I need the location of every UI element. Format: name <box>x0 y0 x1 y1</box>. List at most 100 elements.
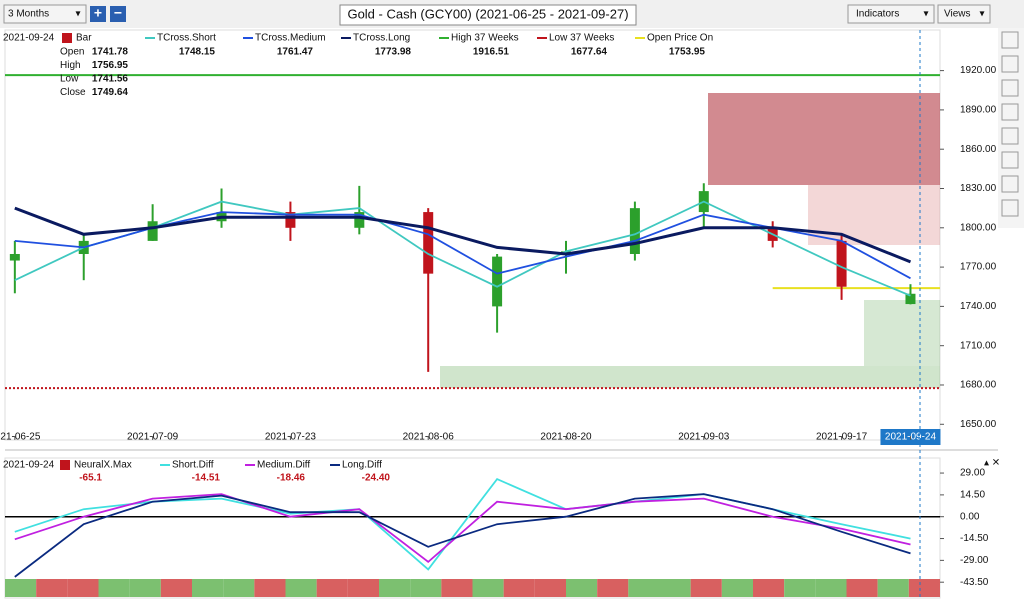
series-line <box>14 493 911 578</box>
resistance-zone <box>808 185 940 245</box>
signal-cell <box>690 579 722 597</box>
y-tick-label: 1770.00 <box>960 262 997 273</box>
tool-delete[interactable] <box>1001 199 1019 217</box>
candle-body <box>285 212 296 228</box>
y-tick-label: 1860.00 <box>960 144 997 155</box>
range-select[interactable] <box>3 4 87 24</box>
legend-value: -24.40 <box>362 473 391 484</box>
y-tick-label: 1650.00 <box>960 419 997 430</box>
support-zone <box>864 300 940 366</box>
legend-name: TCross.Short <box>157 33 216 44</box>
legend-name: Medium.Diff <box>257 460 310 471</box>
support-zone <box>440 366 940 388</box>
y-tick-label: 1920.00 <box>960 65 997 76</box>
signal-cell <box>503 579 535 597</box>
tool-hline[interactable] <box>1001 79 1019 97</box>
signal-cell <box>379 579 411 597</box>
signal-cell <box>753 579 785 597</box>
tool-vline[interactable] <box>1001 55 1019 73</box>
legend-name: Open Price On <box>647 33 713 44</box>
signal-cell <box>192 579 224 597</box>
signal-cell <box>36 579 68 597</box>
signal-cell <box>877 579 909 597</box>
signal-cell <box>441 579 473 597</box>
tool-pen[interactable] <box>1001 127 1019 145</box>
signal-cell <box>659 579 691 597</box>
signal-cell <box>908 579 940 597</box>
signal-cell <box>285 579 317 597</box>
legend-date: 2021-09-24 <box>3 33 55 44</box>
tool-snap[interactable] <box>1001 175 1019 193</box>
panel-controls[interactable]: ▴ ✕ <box>984 458 1000 469</box>
ohlc-value: 1741.56 <box>92 74 129 85</box>
y-tick-label: 1800.00 <box>960 222 997 233</box>
x-tick-label: 2021-09-03 <box>678 432 730 443</box>
legend-name: Short.Diff <box>172 460 214 471</box>
x-tick-label: 2021-09-17 <box>816 432 868 443</box>
legend-value: 1753.95 <box>669 47 706 58</box>
tool-arrow[interactable] <box>1001 103 1019 121</box>
y-tick-label: 1680.00 <box>960 380 997 391</box>
y-tick-label: 14.50 <box>960 490 985 501</box>
legend-value: 1773.98 <box>375 47 412 58</box>
dropdown-arrow: ▾ <box>979 9 984 20</box>
zoom-out-button[interactable] <box>110 6 126 22</box>
legend-name: High 37 Weeks <box>451 33 519 44</box>
signal-cell <box>472 579 504 597</box>
signal-cell <box>721 579 753 597</box>
legend-value: -14.51 <box>192 473 221 484</box>
chart-title: Gold - Cash (GCY00) (2021-06-25 - 2021-0… <box>347 6 628 21</box>
legend-value: 1761.47 <box>277 47 314 58</box>
candle-body <box>354 212 365 228</box>
range-label: 3 Months <box>8 9 49 20</box>
tool-fib[interactable] <box>1001 151 1019 169</box>
indicators-button[interactable] <box>847 4 935 24</box>
ohlc-value: 1756.95 <box>92 60 129 71</box>
resistance-zone <box>708 93 940 185</box>
signal-cell <box>566 579 598 597</box>
legend-name: TCross.Medium <box>255 33 326 44</box>
signal-cell <box>815 579 847 597</box>
candle-body <box>905 293 916 305</box>
x-tick-label: 2021-08-20 <box>540 432 592 443</box>
tool-line[interactable] <box>1001 31 1019 49</box>
y-tick-label: -29.00 <box>960 555 989 566</box>
x-tick-label: 2021-06-25 <box>0 432 41 443</box>
title-box <box>339 4 637 26</box>
signal-cell <box>347 579 379 597</box>
zoom-in-button[interactable] <box>90 6 106 22</box>
series-line <box>14 206 912 264</box>
y-tick-label: 0.00 <box>960 511 980 522</box>
side-tools <box>1001 31 1019 217</box>
ohlc-value: 1741.78 <box>92 47 129 58</box>
ohlc-label: Low <box>60 74 79 85</box>
indicator-icon <box>60 460 70 470</box>
legend-name: NeuralX.Max <box>74 460 132 471</box>
signal-cell <box>160 579 192 597</box>
legend-value: -18.46 <box>277 473 306 484</box>
signal-cell <box>597 579 629 597</box>
ohlc-label: Close <box>60 87 86 98</box>
bar-icon <box>62 33 72 43</box>
signal-cell <box>316 579 348 597</box>
signal-cell <box>98 579 130 597</box>
candle-body <box>9 253 20 261</box>
price-panel <box>4 29 941 441</box>
views-button[interactable] <box>937 4 991 24</box>
ohlc-value: 1749.64 <box>92 87 129 98</box>
legend-date: 2021-09-24 <box>3 460 55 471</box>
signal-cell <box>223 579 255 597</box>
dropdown-arrow: ▾ <box>923 9 928 20</box>
legend-value: 1748.15 <box>179 47 216 58</box>
signal-cell <box>410 579 442 597</box>
y-tick-label: 1740.00 <box>960 301 997 312</box>
y-tick-label: 1710.00 <box>960 340 997 351</box>
legend-name: Low 37 Weeks <box>549 33 614 44</box>
signal-cell <box>784 579 816 597</box>
ohlc-label: Open <box>60 47 84 58</box>
signal-cell <box>67 579 99 597</box>
candle-body <box>836 240 847 287</box>
signal-cell <box>846 579 878 597</box>
legend-bar: Bar <box>76 33 92 44</box>
